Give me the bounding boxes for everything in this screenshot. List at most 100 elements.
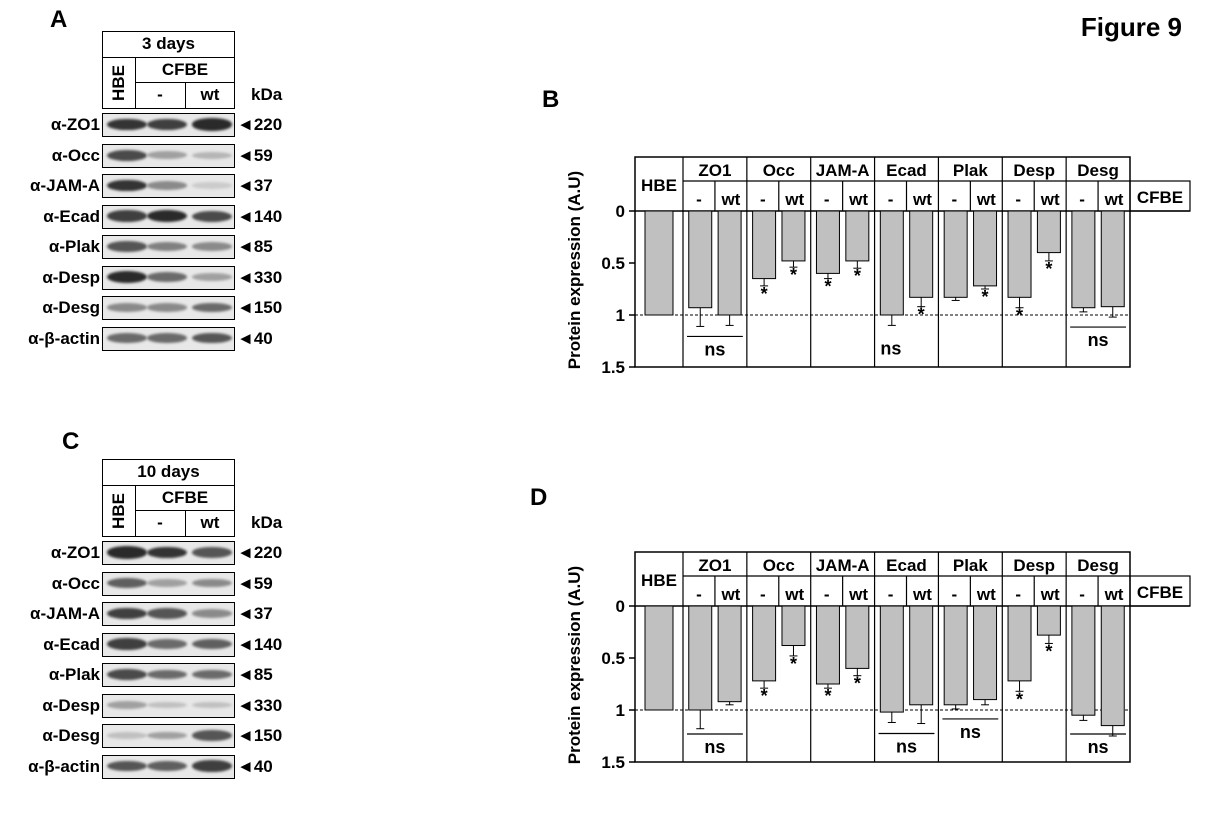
bar-condition-label: wt: [720, 190, 740, 209]
group-label: Desg: [1077, 556, 1119, 575]
cfbe-minus-header: [135, 510, 186, 537]
data-bar: [688, 210, 713, 309]
bar-condition-label: -: [696, 585, 702, 604]
bar-condition-label: wt: [848, 190, 868, 209]
bar-condition-label: -: [888, 190, 894, 209]
data-bar: [1071, 605, 1096, 716]
y-axis-label: Protein expression (A.U): [565, 171, 584, 369]
y-tick-label: 1.5: [601, 358, 625, 377]
antibody-label: α-β-actin: [28, 328, 100, 348]
kda-header: kDa: [251, 85, 283, 104]
plot-frame: [634, 156, 1131, 368]
hbe-bar: [644, 210, 674, 316]
blot-band: [107, 638, 147, 650]
data-bar: [815, 605, 840, 685]
significance-star: *: [761, 686, 768, 706]
antibody-label: α-β-actin: [28, 756, 100, 776]
antibody-label: α-Ecad: [43, 206, 100, 226]
data-bar: [781, 605, 806, 647]
bar-condition-label: wt: [912, 585, 932, 604]
hbe-label: HBE: [641, 176, 677, 195]
cfbe-label: CFBE: [1137, 583, 1183, 602]
data-bar: [909, 605, 934, 706]
blot-band: [192, 273, 232, 281]
hbe-lane-label: HBE: [109, 493, 128, 529]
antibody-label: α-Plak: [48, 665, 100, 684]
kda-marker: ◄85: [237, 237, 273, 256]
blot-band: [147, 546, 187, 559]
bar-condition-label: -: [952, 585, 958, 604]
bar-condition-label: wt: [1104, 585, 1124, 604]
group-label: Desp: [1013, 556, 1055, 575]
y-tick-label: 0.5: [601, 649, 625, 668]
group-label: Ecad: [886, 161, 927, 180]
data-bar: [717, 605, 742, 703]
blot-strip: [102, 571, 235, 596]
blot-strip: [102, 754, 235, 779]
antibody-label: α-Desp: [42, 267, 100, 287]
blot-band: [147, 151, 187, 159]
data-bar: [752, 210, 777, 280]
data-bar: [943, 210, 968, 298]
kda-marker: ◄40: [237, 328, 273, 348]
kda-marker: ◄40: [237, 756, 273, 776]
blot-strip: [102, 204, 235, 229]
y-tick-label: 0: [616, 202, 625, 221]
data-bar: [752, 605, 777, 682]
kda-marker: ◄59: [237, 145, 273, 165]
group-label: Plak: [953, 161, 989, 180]
bar-condition-label: -: [1079, 585, 1085, 604]
blot-band: [192, 669, 232, 680]
blot-band: [192, 151, 232, 159]
blot-band: [107, 760, 147, 772]
y-tick-label: 1.5: [601, 753, 625, 772]
kda-marker: ◄37: [237, 176, 273, 195]
hbe-lane-header: [102, 485, 136, 537]
cfbe-label: CFBE: [161, 488, 209, 507]
blot-band: [107, 333, 147, 343]
antibody-label: α-Desp: [42, 695, 100, 715]
blot-band: [147, 181, 187, 190]
data-bar: [879, 605, 904, 713]
ns-label: ns: [704, 339, 725, 359]
blot-band: [192, 638, 232, 650]
blot-band: [147, 639, 187, 649]
blot-band: [147, 209, 187, 223]
blot-strip: [102, 724, 235, 748]
blot-band: [107, 149, 147, 161]
significance-star: *: [824, 686, 831, 706]
kda-marker: ◄150: [237, 298, 283, 317]
data-bar: [879, 210, 904, 316]
data-bar: [1036, 210, 1061, 254]
data-bar: [1100, 210, 1125, 308]
duration-header-box: [102, 459, 235, 486]
ns-label: ns: [1088, 737, 1109, 757]
cfbe-box: [1129, 180, 1191, 212]
y-axis-label: Protein expression (A.U): [565, 566, 584, 764]
cfbe-box: [1129, 575, 1191, 607]
significance-star: *: [1045, 259, 1052, 279]
blot-strip: [102, 235, 235, 259]
panel-letter-d: D: [530, 484, 548, 511]
significance-star: *: [790, 265, 797, 285]
blot-strip: [102, 632, 235, 657]
data-bar: [781, 210, 806, 262]
cfbe-minus-label: -: [157, 85, 163, 104]
bar-condition-label: wt: [720, 585, 740, 604]
data-bar: [973, 605, 998, 701]
blot-band: [192, 609, 232, 618]
blot-band: [192, 547, 232, 558]
blot-band: [107, 210, 147, 222]
duration-label: 3 days: [142, 34, 195, 53]
bar-condition-label: -: [696, 190, 702, 209]
group-label: Plak: [953, 556, 989, 575]
significance-star: *: [1016, 306, 1023, 326]
antibody-label: α-Plak: [48, 237, 100, 256]
blot-band: [107, 118, 147, 131]
antibody-label: α-JAM-A: [30, 176, 100, 195]
ns-label: ns: [896, 737, 917, 757]
group-label: JAM-A: [816, 161, 870, 180]
cfbe-minus-label: -: [157, 513, 163, 532]
bar-condition-label: -: [888, 585, 894, 604]
kda-marker: ◄220: [237, 115, 283, 134]
